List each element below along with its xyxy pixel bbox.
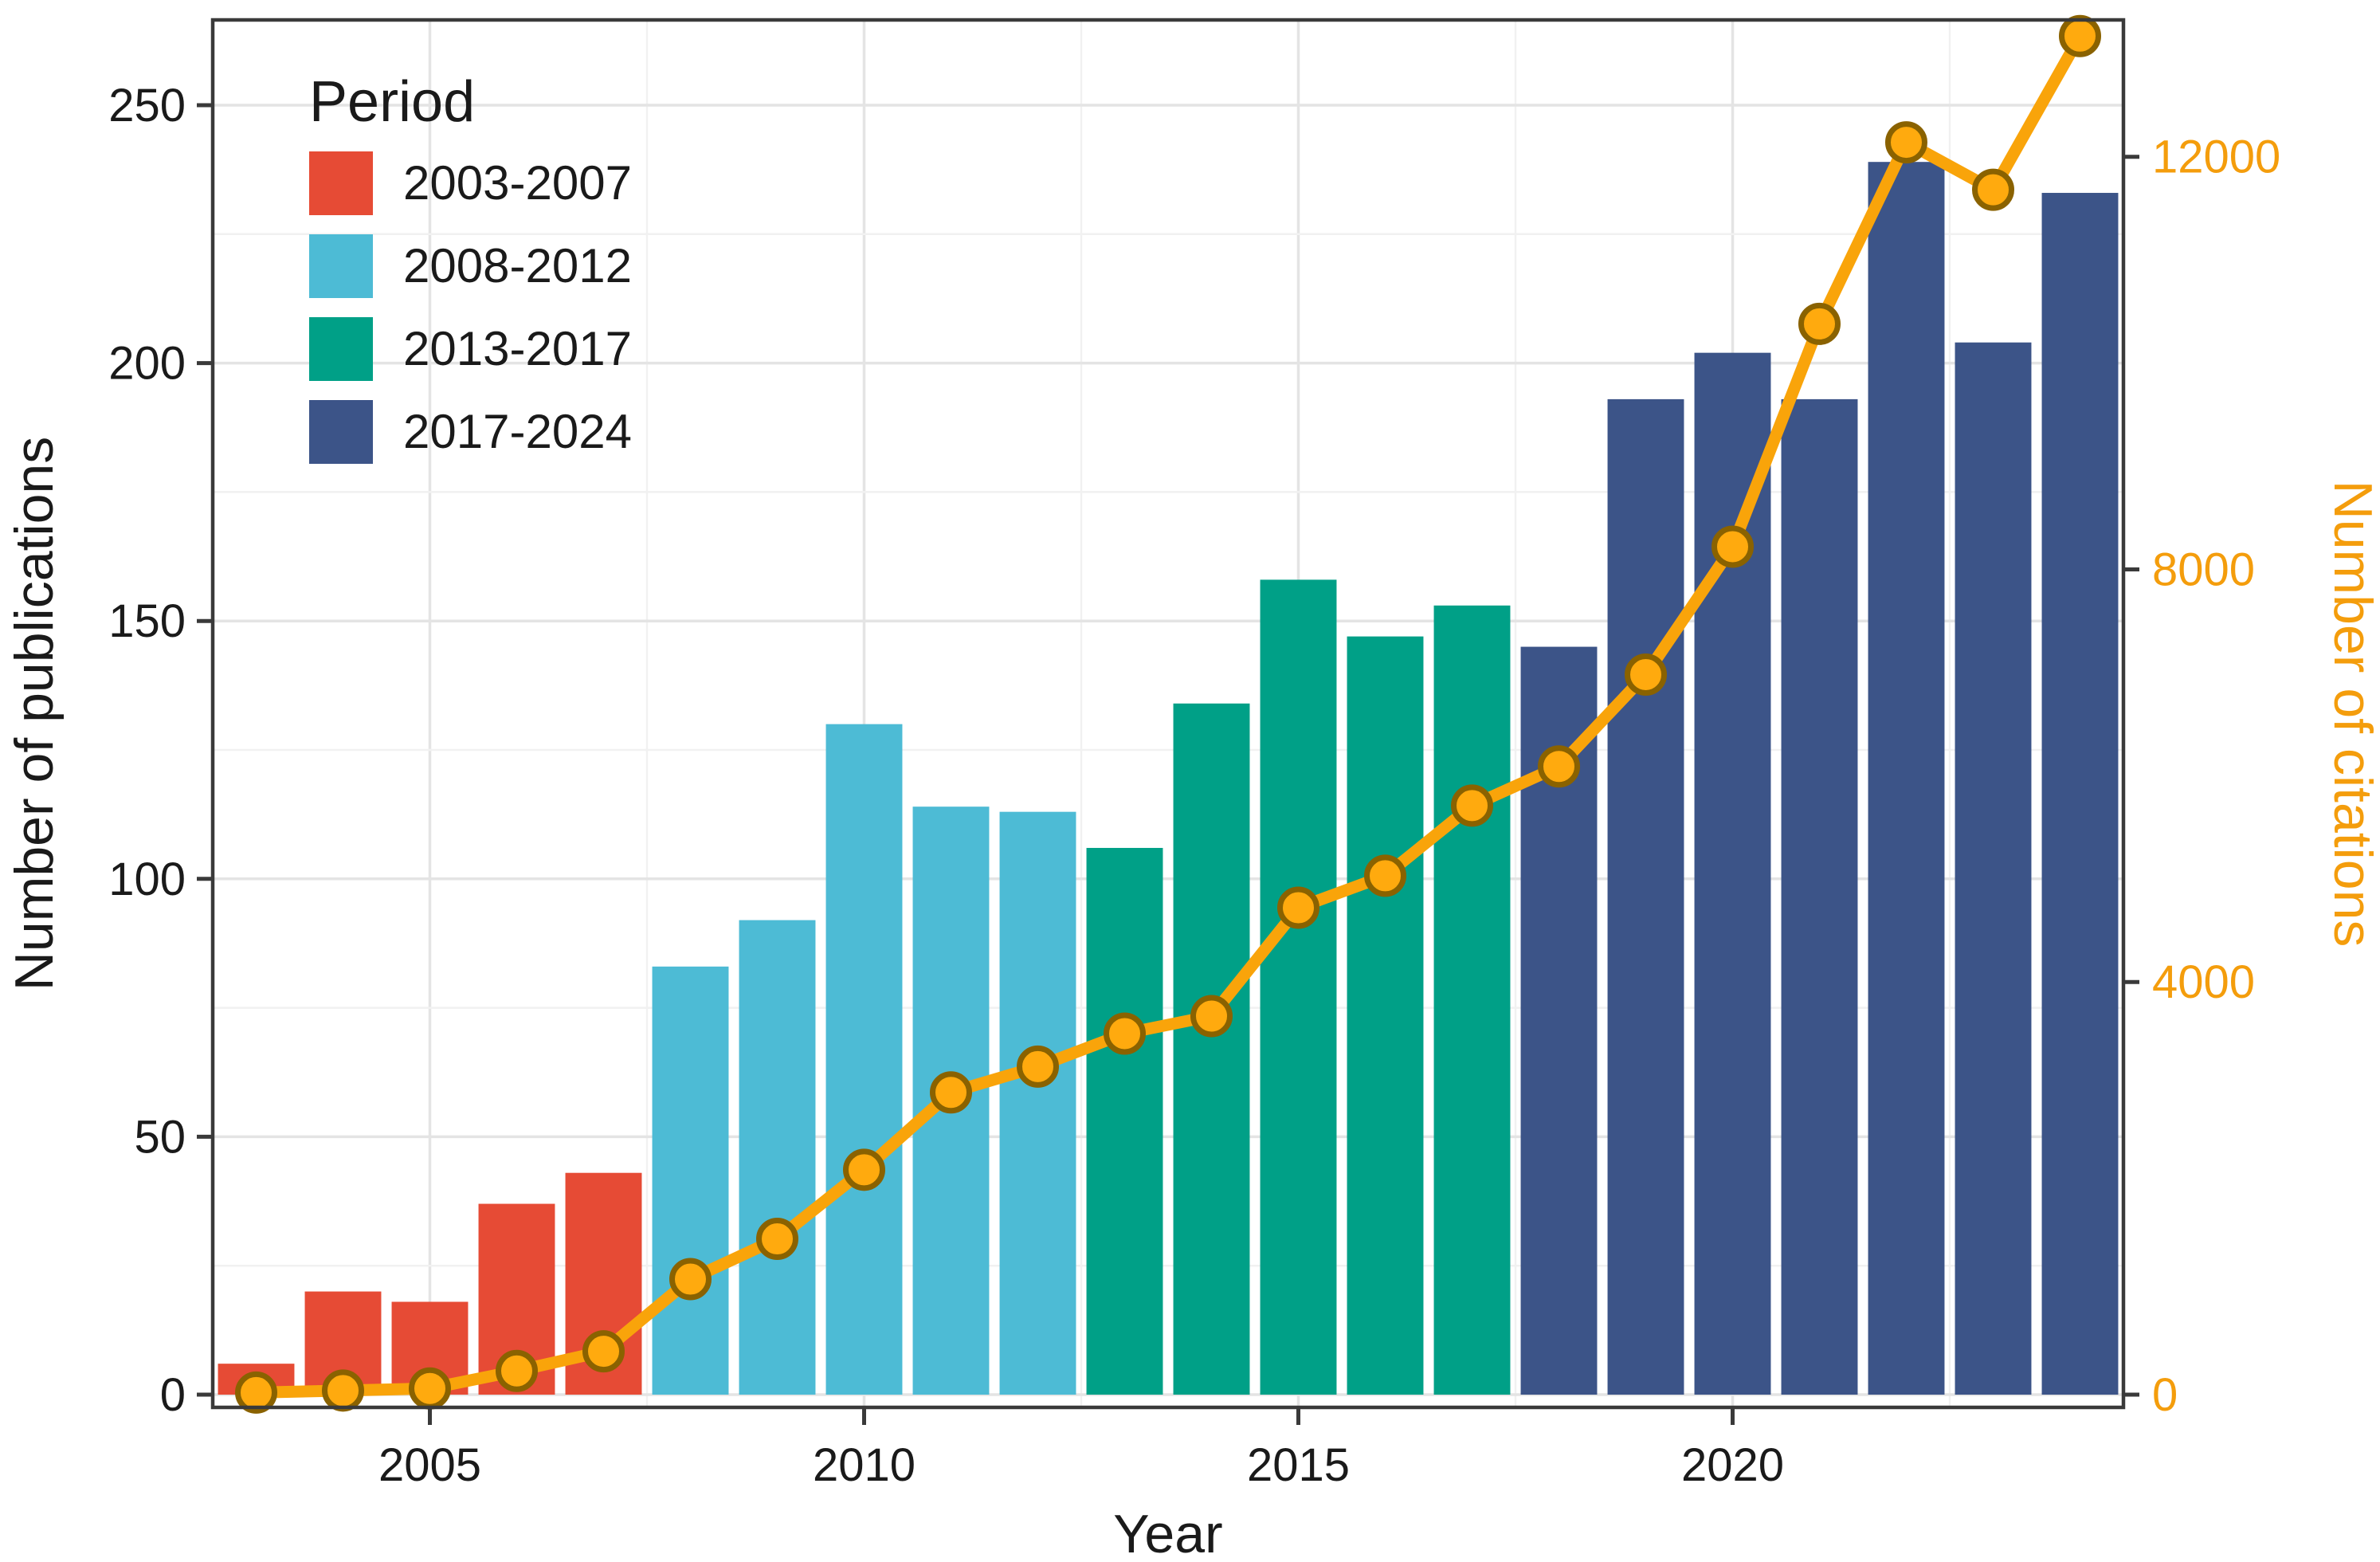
legend-swatch-2017-2024 [309,400,373,464]
citation-line [250,29,2086,1399]
right-tick-label-4000: 4000 [2152,956,2255,1008]
legend-swatch-2003-2007 [309,151,373,215]
citation-marker-2014 [1190,995,1233,1038]
citation-marker-2017 [1451,784,1493,827]
citation-marker-2016 [1364,854,1406,897]
legend-item-2017-2024: 2017-2024 [309,400,632,464]
x-axis-title: Year [1113,1504,1222,1562]
axis-tick-labels: 0 50 100 150 200 250 2005 2010 2015 2020 0 4000 8000… [108,80,2280,1491]
bottom-tick-label-2020: 2020 [1681,1439,1784,1491]
left-tick-label-50: 50 [134,1111,186,1163]
left-tick-label-100: 100 [108,854,186,905]
citation-marker-2011 [930,1071,972,1114]
bar-2009 [739,920,816,1395]
citation-marker-2023 [1972,168,2014,211]
legend-label-2003-2007: 2003-2007 [403,156,632,210]
bar-2012 [999,811,1076,1395]
citation-marker-2013 [1104,1012,1146,1055]
bar-2023 [1955,342,2032,1395]
bar-2019 [1607,398,1684,1395]
legend-label-2017-2024: 2017-2024 [403,405,632,458]
legend: Period 2003-2007 2008-2012 2013-2017 2017-20… [309,70,632,464]
left-tick-label-150: 150 [108,595,186,647]
legend-title: Period [309,70,475,134]
citation-marker-2019 [1625,653,1667,697]
axis-ticks [197,103,2139,1425]
citation-marker-2020 [1711,525,1754,568]
publication-bars [218,162,2119,1395]
citation-marker-2007 [582,1330,625,1373]
citation-marker-2021 [1798,302,1841,345]
bottom-tick-label-2005: 2005 [378,1439,481,1491]
citation-marker-2006 [496,1349,538,1392]
bar-2017 [1433,605,1511,1395]
bar-2022 [1868,162,1945,1395]
left-tick-label-200: 200 [108,338,186,390]
panel-border [210,18,2126,1410]
citation-marker-2003 [235,1371,277,1414]
citation-marker-2018 [1538,745,1580,788]
legend-swatch-2013-2017 [309,317,373,381]
citation-marker-2008 [669,1258,712,1301]
bar-2008 [652,966,729,1395]
legend-item-2008-2012: 2008-2012 [309,234,632,298]
bar-2014 [1173,703,1250,1395]
bar-2015 [1260,579,1337,1395]
bar-2020 [1694,352,1771,1395]
legend-item-2013-2017: 2013-2017 [309,317,632,381]
citation-marker-2012 [1017,1045,1059,1088]
bottom-tick-label-2015: 2015 [1247,1439,1350,1491]
left-tick-label-0: 0 [160,1369,186,1421]
bar-2021 [1781,398,1858,1395]
citation-marker-2004 [322,1369,364,1412]
citation-marker-2015 [1277,886,1319,929]
citation-marker-2009 [756,1218,798,1261]
citation-marker-2024 [2059,14,2101,57]
citation-marker-2022 [1885,121,1927,164]
left-tick-label-250: 250 [108,80,186,131]
bar-2010 [825,724,903,1395]
bottom-tick-label-2010: 2010 [813,1439,916,1491]
right-tick-label-0: 0 [2152,1369,2178,1421]
bar-2024 [2041,193,2119,1395]
y-axis-title-left: Number of publications [4,437,65,991]
bar-2013 [1086,847,1163,1395]
legend-label-2008-2012: 2008-2012 [403,239,632,292]
citation-marker-2010 [843,1148,885,1191]
bar-2016 [1347,636,1424,1395]
right-tick-label-8000: 8000 [2152,544,2255,595]
citation-marker-2005 [409,1367,451,1410]
legend-swatch-2008-2012 [309,234,373,298]
citation-line-series [235,14,2101,1414]
legend-label-2013-2017: 2013-2017 [403,322,632,375]
legend-item-2003-2007: 2003-2007 [309,151,632,215]
right-tick-label-12000: 12000 [2152,131,2280,183]
y-axis-title-right: Number of citations [2323,481,2380,948]
